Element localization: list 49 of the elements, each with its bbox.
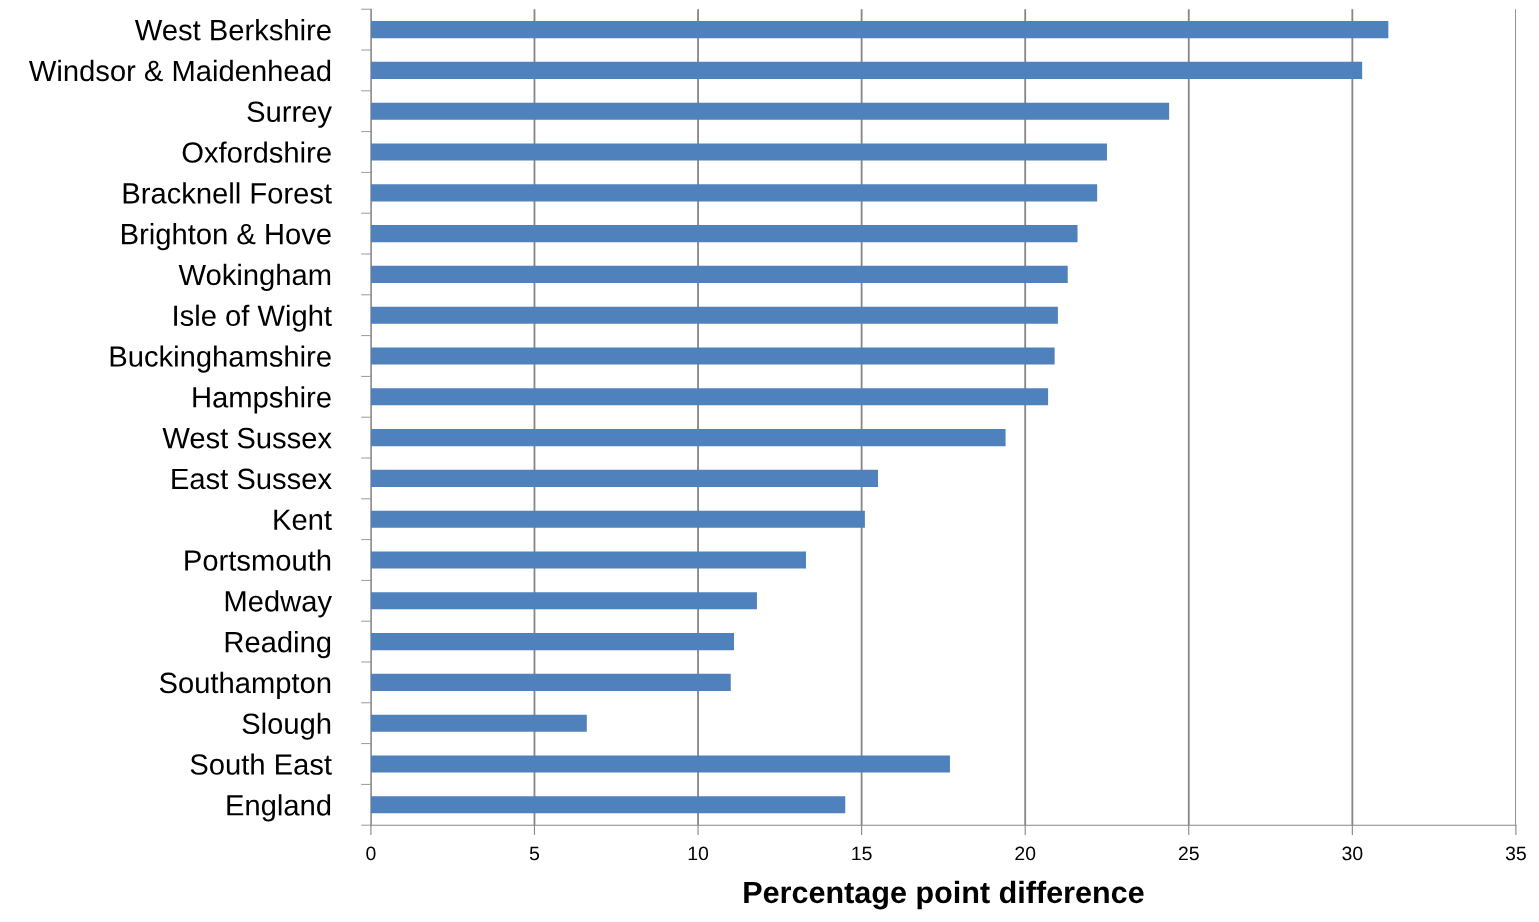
bar xyxy=(370,469,878,487)
bar xyxy=(370,225,1078,243)
y-tick-label: Wokingham xyxy=(178,263,331,292)
y-tick-label: Kent xyxy=(274,509,332,531)
bar xyxy=(370,673,731,691)
y-tick-label: Isle of Wight xyxy=(174,304,332,332)
x-tick-label: 35 xyxy=(1505,846,1526,861)
bar xyxy=(370,429,1006,447)
y-tick-label: England xyxy=(227,794,331,822)
bar xyxy=(370,796,846,814)
y-tick-label: South East xyxy=(190,753,332,775)
bar xyxy=(370,184,1098,202)
y-tick-label: Portsmouth xyxy=(185,549,331,571)
y-tick-label: Bracknell Forest xyxy=(123,182,332,204)
bar xyxy=(370,61,1363,79)
bar xyxy=(370,265,1068,283)
x-tick-label: 25 xyxy=(1178,846,1199,861)
y-tick-label: Medway xyxy=(225,590,332,618)
x-tick-label: 5 xyxy=(529,846,540,861)
y-tick-label: East Sussex xyxy=(172,468,332,490)
y-tick-label: Oxfordshire xyxy=(182,141,331,163)
bar xyxy=(370,714,587,732)
y-tick-label: Slough xyxy=(242,712,331,740)
y-tick-label: Surrey xyxy=(247,101,332,128)
bar xyxy=(370,755,950,773)
bar xyxy=(370,21,1389,39)
x-tick-label: 0 xyxy=(366,846,376,861)
y-tick-label: Buckinghamshire xyxy=(110,345,331,373)
bar xyxy=(370,347,1055,365)
x-tick-label: 20 xyxy=(1015,846,1036,861)
y-tick-label: Hampshire xyxy=(193,386,331,414)
x-tick-label: 30 xyxy=(1342,846,1363,861)
x-axis-title: Percentage point difference xyxy=(744,880,1144,910)
bar xyxy=(370,388,1049,406)
bar xyxy=(370,633,735,651)
y-tick-label: West Sussex xyxy=(162,427,332,449)
bar xyxy=(370,102,1170,120)
y-tick-label: Windsor & Maidenhead xyxy=(28,59,331,82)
y-tick-label: West Berkshire xyxy=(134,19,331,41)
bar xyxy=(370,143,1107,161)
y-tick-label: Reading xyxy=(225,631,331,659)
bar xyxy=(370,592,757,610)
y-tick-label: Southampton xyxy=(159,671,331,700)
bar xyxy=(370,551,807,569)
bar xyxy=(370,510,865,528)
x-tick-label: 10 xyxy=(688,846,709,861)
bar xyxy=(370,306,1058,324)
x-tick-label: 15 xyxy=(852,846,872,861)
y-tick-label: Brighton & Hove xyxy=(122,223,331,251)
